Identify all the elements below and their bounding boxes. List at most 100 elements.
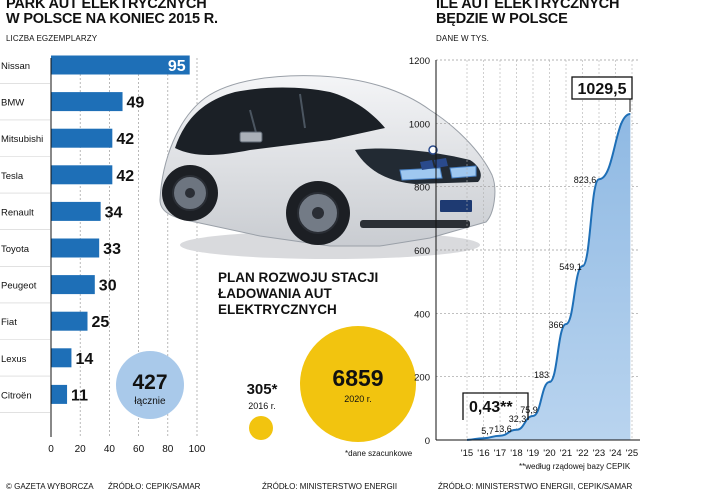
right-y-tick-4: 800 <box>414 183 430 194</box>
left-category-label-7: Fiat <box>1 317 17 328</box>
car-mirror <box>239 131 263 143</box>
right-data-label-3: 32,3 <box>509 414 527 424</box>
right-x-tick-2: '17 <box>494 448 506 459</box>
left-category-label-2: Mitsubishi <box>1 134 43 145</box>
stations-2020-circle <box>300 326 416 442</box>
stations-title-line2: ŁADOWANIA AUT <box>218 286 332 301</box>
right-data-label-5: 183 <box>534 370 549 380</box>
car-front-wheel <box>286 181 350 245</box>
stations-title: PLAN ROZWOJU STACJI ŁADOWANIA AUT ELEKTR… <box>218 270 378 318</box>
right-chart-title: ILE AUT ELEKTRYCZNYCH BĘDZIE W POLSCE <box>436 0 619 27</box>
car-license-plate <box>440 200 472 212</box>
left-bar-4 <box>51 201 101 221</box>
right-data-label-8: 823,6 <box>574 175 597 185</box>
left-value-label-9: 11 <box>71 387 88 404</box>
left-value-label-6: 30 <box>99 278 117 295</box>
right-x-tick-10: '25 <box>626 448 638 459</box>
left-value-label-5: 33 <box>103 241 121 258</box>
left-category-label-4: Renault <box>1 207 34 218</box>
left-bar-0 <box>51 55 190 75</box>
right-x-tick-7: '22 <box>576 448 588 459</box>
first-value-label: 0,43** <box>469 399 513 416</box>
left-x-tick-2: 40 <box>104 444 116 455</box>
left-x-tick-1: 20 <box>75 444 87 455</box>
left-chart-title: PARK AUT ELEKTRYCZNYCH W POLSCE NA KONIE… <box>6 0 218 27</box>
stations-note: *dane szacunkowe <box>345 449 413 458</box>
right-chart-title-line1: ILE AUT ELEKTRYCZNYCH <box>436 0 620 12</box>
left-chart-x-axis: 0 20 40 60 80 100 <box>48 58 206 455</box>
right-x-tick-4: '19 <box>527 448 539 459</box>
stations-title-line1: PLAN ROZWOJU STACJI <box>218 270 379 285</box>
left-bar-2 <box>51 128 113 148</box>
right-data-label-6: 366 <box>548 320 563 330</box>
right-data-label-2: 13,6 <box>494 424 512 434</box>
footer-middle-source: ŹRÓDŁO: MINISTERSTWO ENERGII <box>262 482 398 491</box>
footer-right-source: ŹRÓDŁO: MINISTERSTWO ENERGII, CEPIK/SAMA… <box>438 482 633 491</box>
left-category-label-9: Citroën <box>1 390 32 401</box>
right-y-tick-1: 200 <box>414 373 430 384</box>
left-x-tick-3: 60 <box>133 444 145 455</box>
left-value-label-4: 34 <box>105 204 123 221</box>
left-value-label-8: 14 <box>75 351 93 368</box>
footer-left-source: ŹRÓDŁO: CEPIK/SAMAR <box>108 482 201 491</box>
car-badge <box>428 145 438 155</box>
car-headlight-right <box>449 165 477 179</box>
right-data-label-1: 5,7 <box>481 426 494 436</box>
car-hood-panel <box>355 148 481 184</box>
stations-2016-value: 305* <box>247 381 278 398</box>
right-area-fill <box>467 113 631 440</box>
left-value-label-7: 25 <box>92 314 110 331</box>
right-x-tick-8: '23 <box>593 448 605 459</box>
car-grille <box>420 158 448 170</box>
right-y-tick-5: 1000 <box>409 119 430 130</box>
car-illustration <box>159 75 496 259</box>
stations-2020-value: 6859 <box>332 365 383 391</box>
left-x-tick-5: 100 <box>189 444 206 455</box>
left-category-label-5: Toyota <box>1 244 30 255</box>
left-bar-7 <box>51 311 88 331</box>
first-value-callout: 0,43** <box>462 392 529 420</box>
left-value-label-1: 49 <box>127 95 145 112</box>
left-value-label-0: 95 <box>168 58 186 75</box>
left-category-label-6: Peugeot <box>1 281 37 292</box>
right-data-label-7: 549,1 <box>559 262 582 272</box>
right-x-tick-0: '15 <box>461 448 473 459</box>
left-bar-6 <box>51 275 95 295</box>
right-y-tick-2: 400 <box>414 309 430 320</box>
right-x-tick-9: '24 <box>609 448 621 459</box>
total-label: łącznie <box>134 396 166 407</box>
right-y-tick-3: 600 <box>414 246 430 257</box>
stations-title-line3: ELEKTRYCZNYCH <box>218 302 337 317</box>
right-data-label-4: 75,9 <box>520 405 538 415</box>
left-bar-8 <box>51 348 72 368</box>
left-chart-bars: Nissan 95 BMW 49 Mitsubishi 42 Tesla 42 Renault 3… <box>0 55 190 414</box>
right-x-tick-3: '18 <box>510 448 522 459</box>
left-chart-subtitle: LICZBA EGZEMPLARZY <box>6 34 98 43</box>
right-chart-note: **według rządowej bazy CEPIK <box>519 462 631 471</box>
total-value: 427 <box>132 371 167 394</box>
right-chart-area <box>466 112 631 441</box>
right-chart-subtitle: DANE W TYS. <box>436 34 489 43</box>
car-bumper <box>360 220 470 228</box>
left-category-label-1: BMW <box>1 98 24 109</box>
right-chart-title-line2: BĘDZIE W POLSCE <box>436 11 568 27</box>
right-x-tick-5: '20 <box>543 448 555 459</box>
left-category-label-8: Lexus <box>1 354 27 365</box>
left-chart-title-line1: PARK AUT ELEKTRYCZNYCH <box>6 0 207 12</box>
footer-copyright: © GAZETA WYBORCZA <box>6 482 94 491</box>
last-value-label: 1029,5 <box>578 81 627 98</box>
left-x-tick-4: 80 <box>162 444 174 455</box>
right-chart-data-labels: 5,7 13,632,375,9 183 366 549,1 823,6 <box>481 175 596 436</box>
right-chart-axes: 0 200 400 600 800 1000 1200 '15 '16 '17 '18 '19 '20 '… <box>409 56 640 459</box>
stations-2020-year: 2020 r. <box>344 394 372 404</box>
left-value-label-2: 42 <box>116 131 134 148</box>
stations-2016-year: 2016 r. <box>248 401 276 411</box>
car-rear-wheel <box>162 165 218 221</box>
left-x-tick-0: 0 <box>48 444 54 455</box>
left-category-label-3: Tesla <box>1 171 24 182</box>
left-value-label-3: 42 <box>116 168 134 185</box>
left-bar-3 <box>51 165 113 185</box>
right-area-line <box>466 112 631 441</box>
right-x-tick-6: '21 <box>560 448 572 459</box>
